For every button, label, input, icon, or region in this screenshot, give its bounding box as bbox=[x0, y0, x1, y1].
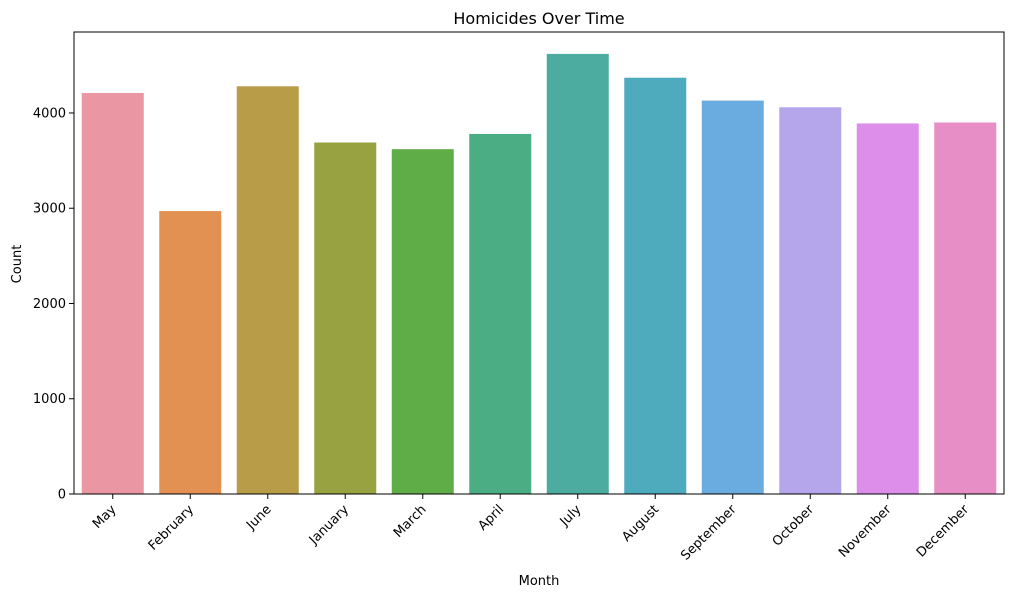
bar-january bbox=[314, 142, 377, 494]
x-tick-label: July bbox=[557, 502, 585, 530]
bar-february bbox=[159, 211, 222, 494]
y-tick-label: 4000 bbox=[33, 106, 66, 121]
y-tick-label: 2000 bbox=[33, 297, 66, 312]
y-tick-label: 0 bbox=[58, 488, 66, 503]
x-tick-label: March bbox=[391, 502, 430, 541]
bars bbox=[81, 53, 997, 495]
bar-september bbox=[701, 100, 764, 494]
y-axis-ticks: 0 1000 2000 3000 4000 bbox=[33, 106, 74, 503]
bar-october bbox=[779, 107, 842, 494]
x-tick-label: November bbox=[836, 502, 895, 561]
bar-march bbox=[391, 149, 454, 495]
x-tick-label: December bbox=[914, 502, 973, 561]
x-tick-label: October bbox=[770, 502, 818, 550]
bar-june bbox=[236, 86, 299, 495]
bar-may bbox=[81, 92, 144, 495]
x-tick-label: February bbox=[146, 502, 198, 554]
x-tick-label: June bbox=[243, 502, 274, 533]
x-axis-label: Month bbox=[519, 574, 560, 589]
bar-april bbox=[469, 133, 532, 494]
y-tick-label: 1000 bbox=[33, 392, 66, 407]
x-tick-label: April bbox=[475, 502, 507, 534]
x-tick-label: August bbox=[619, 502, 662, 545]
bar-november bbox=[856, 123, 919, 494]
x-tick-label: September bbox=[678, 502, 740, 564]
chart-title: Homicides Over Time bbox=[453, 9, 624, 28]
x-tick-label: January bbox=[306, 502, 352, 548]
x-tick-label: May bbox=[90, 502, 120, 532]
bar-july bbox=[546, 53, 609, 494]
plot-frame bbox=[73, 31, 1005, 495]
x-axis-ticks: May February June January March April July Augu… bbox=[90, 494, 973, 564]
bar-december bbox=[934, 122, 997, 495]
y-axis-label: Count bbox=[10, 245, 25, 284]
bar-august bbox=[624, 77, 687, 494]
y-tick-label: 3000 bbox=[33, 202, 66, 217]
